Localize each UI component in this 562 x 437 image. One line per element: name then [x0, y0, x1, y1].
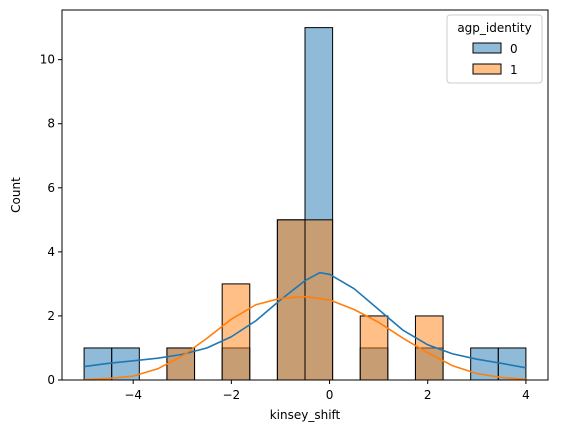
kde-line-series-1 — [84, 295, 526, 381]
x-tick-label: −2 — [223, 388, 241, 402]
x-tick-label: 2 — [424, 388, 432, 402]
bar-series-1-bin-3 — [166, 347, 196, 381]
y-tick-label: 8 — [47, 117, 55, 131]
kde-line-series-0 — [83, 271, 527, 369]
y-tick-label: 2 — [47, 309, 55, 323]
y-tick-label: 10 — [40, 53, 55, 67]
bar-series-1-bin-5 — [221, 283, 251, 381]
x-tick-label: −4 — [124, 388, 142, 402]
y-axis-label: Count — [9, 177, 23, 213]
x-tick-label: 0 — [326, 388, 334, 402]
legend: agp_identity 01 — [446, 14, 543, 84]
y-tick-label: 6 — [47, 181, 55, 195]
legend-swatch-series-0 — [472, 42, 502, 54]
axes-frame — [61, 9, 549, 381]
legend-items: 01 — [472, 42, 518, 77]
legend-label-series-1: 1 — [510, 63, 518, 77]
legend-title: agp_identity — [457, 21, 531, 35]
legend-swatch-series-1 — [472, 63, 502, 75]
x-axis-label: kinsey_shift — [270, 408, 341, 422]
y-tick-label: 4 — [47, 245, 55, 259]
legend-label-series-0: 0 — [510, 42, 518, 56]
bars-layer — [83, 27, 527, 381]
y-axis-ticks: 0 2 4 6 8 10 — [40, 53, 62, 387]
kde-layer — [83, 271, 527, 381]
y-tick-label: 0 — [47, 373, 55, 387]
x-axis-ticks: −4 −2 0 2 4 — [124, 380, 530, 402]
x-tick-label: 4 — [522, 388, 530, 402]
